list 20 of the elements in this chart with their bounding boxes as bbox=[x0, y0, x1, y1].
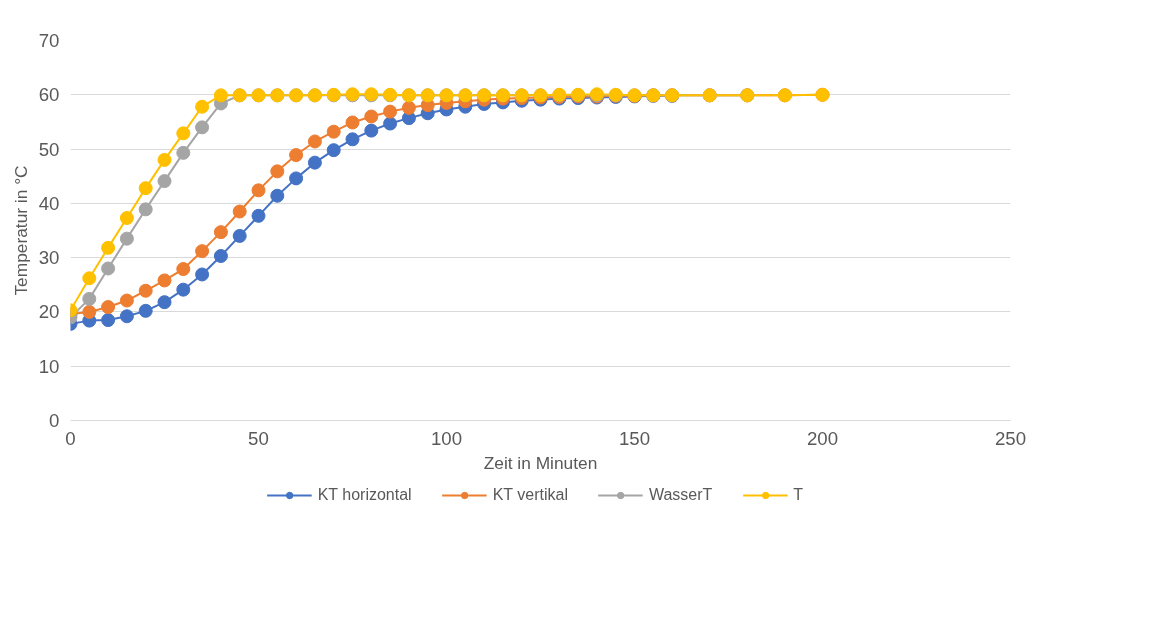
x-axis-title: Zeit in Minuten bbox=[483, 452, 598, 473]
y-axis-title: Temperatur in °C bbox=[10, 165, 31, 296]
legend-label: KT vertikal bbox=[492, 486, 568, 504]
x-tick-label: 0 bbox=[65, 427, 76, 449]
y-tick-label: 50 bbox=[38, 138, 60, 160]
x-tick-label: 50 bbox=[248, 427, 269, 449]
x-tick-label: 200 bbox=[806, 427, 839, 449]
y-tick-label: 70 bbox=[38, 30, 60, 51]
legend-label: KT horizontal bbox=[317, 486, 412, 504]
y-tick-label: 0 bbox=[49, 410, 60, 431]
legend-label: T bbox=[793, 486, 805, 504]
legend-label: WasserT bbox=[648, 486, 713, 504]
y-tick-label: 10 bbox=[38, 355, 60, 377]
y-tick-label: 40 bbox=[38, 192, 60, 214]
y-tick-label: 30 bbox=[38, 247, 60, 269]
y-tick-label: 20 bbox=[38, 301, 60, 323]
y-tick-label: 60 bbox=[38, 84, 60, 106]
x-tick-label: 100 bbox=[430, 427, 463, 449]
x-tick-label: 150 bbox=[618, 427, 651, 449]
x-tick-label: 250 bbox=[994, 427, 1027, 449]
